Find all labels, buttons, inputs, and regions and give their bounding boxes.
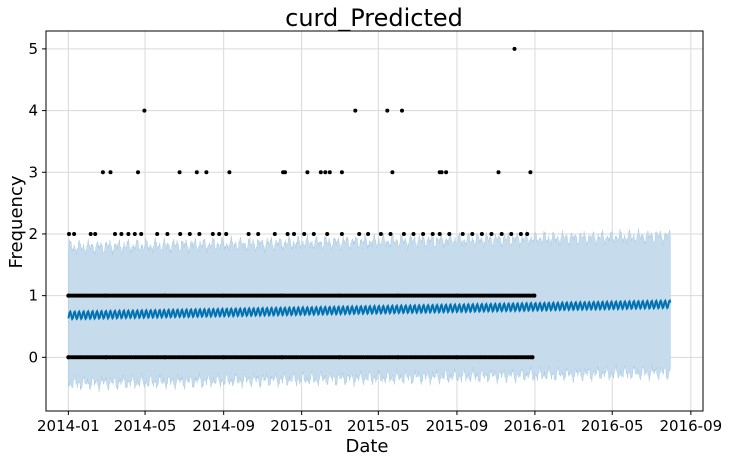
observed-point	[227, 170, 232, 175]
observed-point	[339, 170, 344, 175]
observed-point	[411, 232, 416, 236]
observed-point	[136, 170, 140, 175]
observed-point	[72, 232, 77, 236]
observed-point	[93, 232, 98, 236]
observed-point	[178, 232, 183, 236]
observed-point	[194, 170, 199, 175]
x-tick-label: 2014-01	[37, 417, 100, 435]
observed-point	[100, 170, 105, 175]
x-tick-label: 2016-01	[504, 417, 567, 435]
observed-point	[421, 232, 426, 236]
observed-point	[518, 232, 523, 236]
observed-point	[165, 232, 170, 236]
observed-point	[285, 232, 290, 236]
observed-point	[509, 232, 514, 236]
observed-point	[132, 232, 137, 236]
observed-point	[530, 355, 535, 360]
observed-point	[357, 232, 362, 236]
observed-point	[142, 108, 147, 113]
observed-point	[283, 170, 287, 175]
y-tick-label: 0	[28, 348, 38, 366]
observed-point	[400, 108, 404, 113]
observed-point	[496, 170, 501, 175]
observed-point	[256, 232, 261, 236]
observed-point	[204, 170, 209, 175]
observed-point	[113, 232, 117, 236]
observed-point	[302, 232, 307, 236]
observed-point	[126, 232, 131, 236]
x-tick-label: 2016-05	[581, 417, 644, 435]
observed-point	[353, 108, 358, 113]
y-tick-label: 1	[28, 287, 38, 305]
plot-area-frame	[45, 30, 704, 412]
observed-point	[139, 232, 144, 236]
x-tick-label: 2015-01	[270, 417, 333, 435]
x-tick-label: 2014-09	[192, 417, 255, 435]
observed-point	[460, 232, 465, 236]
y-tick-label: 2	[28, 225, 38, 243]
observed-point	[217, 232, 222, 236]
chart-title: curd_Predicted	[285, 4, 463, 32]
observed-point	[444, 170, 449, 175]
observed-point	[224, 232, 229, 236]
observed-point	[378, 232, 383, 236]
observed-point	[385, 108, 390, 113]
observed-point	[246, 232, 251, 236]
observed-point	[390, 170, 395, 175]
observed-point	[323, 170, 328, 175]
observed-point	[187, 232, 192, 236]
observed-point	[197, 232, 202, 236]
x-tick-label: 2015-09	[426, 417, 489, 435]
observed-point	[499, 232, 504, 236]
observed-point	[325, 232, 330, 236]
observed-point	[401, 232, 406, 236]
forecast-line	[67, 298, 672, 321]
observed-point	[489, 232, 494, 236]
observed-point	[292, 232, 296, 236]
y-tick-label: 4	[28, 102, 38, 120]
x-axis-title: Date	[345, 436, 388, 457]
observed-point	[318, 170, 323, 175]
observed-point	[470, 232, 475, 236]
y-tick-label: 3	[28, 163, 38, 181]
observed-point	[430, 232, 435, 236]
observed-point	[210, 232, 215, 236]
axis-ticks: 2014-01 2014-05 2014-09 2015-01 2015-05 2015-…	[28, 40, 722, 435]
observed-point	[272, 232, 277, 236]
x-tick-label: 2016-09	[660, 417, 723, 435]
observed-point	[439, 170, 444, 175]
forecast-line-group	[67, 298, 672, 321]
observed-point	[311, 232, 316, 236]
observed-point	[108, 170, 113, 175]
observed-point	[437, 232, 442, 236]
observed-point	[532, 293, 537, 298]
observed-point	[327, 170, 332, 175]
y-axis-title: Frequency	[6, 175, 27, 268]
observed-point	[366, 232, 371, 236]
observed-point	[447, 232, 452, 236]
observed-point	[528, 170, 533, 175]
observed-points	[66, 46, 537, 360]
observed-point	[67, 232, 71, 236]
observed-point	[177, 170, 182, 175]
observed-point	[119, 232, 124, 236]
observed-point	[512, 46, 517, 51]
observed-point	[388, 232, 393, 236]
observed-point	[88, 232, 93, 236]
x-tick-label: 2015-05	[347, 417, 410, 435]
x-tick-label: 2014-05	[114, 417, 177, 435]
observed-point	[479, 232, 484, 236]
observed-point	[525, 232, 530, 236]
observed-point	[305, 170, 310, 175]
observed-point	[155, 232, 160, 236]
y-tick-label: 5	[28, 40, 38, 58]
observed-point	[339, 232, 344, 236]
